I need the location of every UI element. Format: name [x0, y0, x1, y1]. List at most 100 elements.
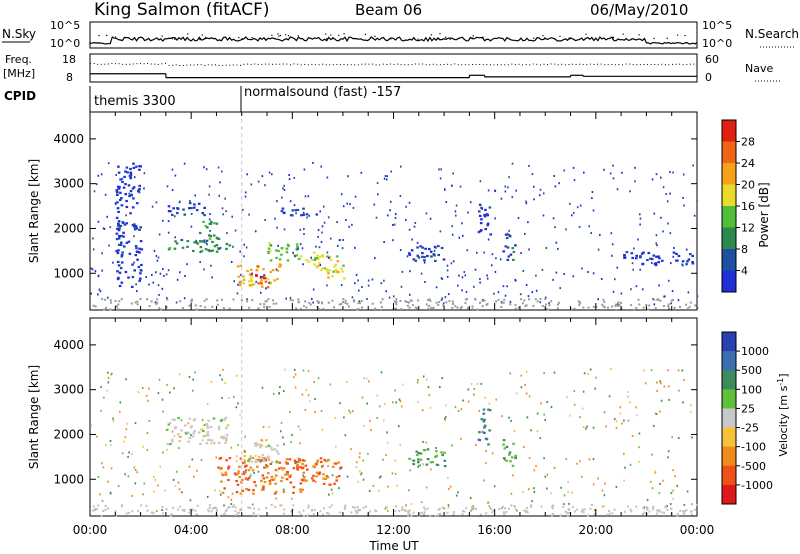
scatter-cell [251, 503, 254, 506]
ground-scatter-cell [340, 303, 343, 305]
nave-point [240, 64, 241, 66]
scatter-cell [457, 410, 460, 412]
nave-point [268, 63, 270, 65]
echo-cell [206, 425, 209, 428]
velocity-colorbar-swatch [722, 465, 736, 486]
ground-scatter-cell [611, 512, 614, 515]
nave-point [211, 64, 213, 66]
ground-scatter-cell [465, 507, 468, 510]
echo-cell [193, 429, 196, 433]
echo-cell [301, 459, 305, 462]
ground-scatter-cell [94, 305, 97, 308]
echo-cell [640, 252, 644, 255]
scatter-cell [358, 456, 361, 459]
ground-scatter-cell [404, 300, 407, 303]
echo-cell [223, 487, 226, 490]
ground-scatter-cell [196, 504, 199, 507]
nsearch-point [644, 38, 646, 41]
ground-scatter-cell [408, 301, 410, 304]
nsearch-point [284, 34, 287, 36]
ground-scatter-cell [438, 513, 441, 515]
echo-cell [479, 222, 483, 225]
scatter-cell [345, 219, 347, 221]
echo-cell [304, 464, 308, 467]
echo-cell [685, 263, 688, 266]
ground-scatter-cell [648, 304, 651, 307]
ground-scatter-cell [659, 299, 662, 302]
scatter-cell [671, 436, 673, 439]
echo-cell [247, 488, 251, 491]
scatter-cell [176, 278, 179, 281]
scatter-cell [447, 504, 450, 507]
scatter-cell [616, 266, 619, 269]
echo-cell [261, 285, 264, 288]
echo-cell [508, 453, 511, 456]
echo-cell [271, 448, 274, 451]
ground-scatter-cell [550, 300, 553, 303]
ground-scatter-cell [575, 508, 578, 511]
scatter-cell [573, 390, 576, 393]
echo-cell [173, 247, 177, 250]
echo-cell [217, 428, 221, 431]
scatter-cell [380, 371, 383, 374]
echo-cell [477, 231, 481, 234]
ground-scatter-cell [503, 513, 506, 516]
scatter-cell [620, 292, 623, 295]
echo-cell [482, 412, 486, 415]
echo-cell [236, 265, 240, 268]
ground-scatter-cell [290, 510, 293, 513]
echo-cell [125, 199, 128, 203]
scatter-cell [210, 264, 212, 267]
y-tick-label: 4000 [53, 132, 84, 146]
x-tick-label: 16:00 [477, 523, 512, 537]
scatter-cell [293, 376, 295, 379]
echo-cell [323, 459, 326, 462]
ground-scatter-cell [379, 301, 382, 304]
ground-scatter-cell [656, 509, 659, 512]
ground-scatter-cell [428, 298, 431, 301]
nave-point [514, 64, 516, 66]
ground-scatter-cell [530, 504, 533, 507]
echo-cell [273, 279, 276, 282]
velocity-colorbar-frame [721, 331, 737, 505]
echo-cell [310, 258, 314, 262]
ground-scatter-cell [270, 503, 273, 506]
scatter-cell [352, 410, 354, 413]
scatter-cell [157, 484, 159, 487]
scatter-cell [195, 239, 197, 242]
scatter-cell [163, 275, 165, 277]
scatter-cell [253, 471, 255, 474]
echo-cell [218, 457, 222, 460]
nsearch-point [482, 36, 484, 38]
scatter-cell [455, 204, 458, 207]
scatter-cell [276, 226, 278, 229]
echo-cell [140, 263, 143, 267]
echo-cell [187, 431, 190, 434]
scatter-cell [416, 241, 419, 244]
ground-scatter-cell [690, 510, 693, 513]
nave-point [90, 63, 91, 65]
scatter-cell [617, 303, 619, 306]
scatter-cell [488, 501, 490, 504]
scatter-cell [452, 172, 454, 175]
scatter-cell [693, 214, 696, 217]
ground-scatter-cell [438, 507, 441, 510]
ground-scatter-cell [150, 300, 153, 303]
echo-cell [138, 251, 141, 254]
ground-scatter-cell [530, 505, 532, 508]
scatter-cell [203, 424, 206, 426]
echo-cell [302, 478, 306, 481]
power-colorbar-tick-label: 4 [741, 265, 748, 278]
nave-point [532, 63, 534, 65]
scatter-cell [669, 192, 671, 195]
scatter-cell [344, 434, 347, 437]
echo-cell [133, 225, 136, 228]
echo-cell [434, 259, 437, 262]
scatter-cell [155, 201, 158, 204]
scatter-cell [162, 268, 164, 270]
scatter-cell [208, 193, 210, 196]
echo-cell [127, 184, 131, 187]
ground-scatter-cell [395, 300, 398, 303]
scatter-cell [330, 488, 333, 491]
